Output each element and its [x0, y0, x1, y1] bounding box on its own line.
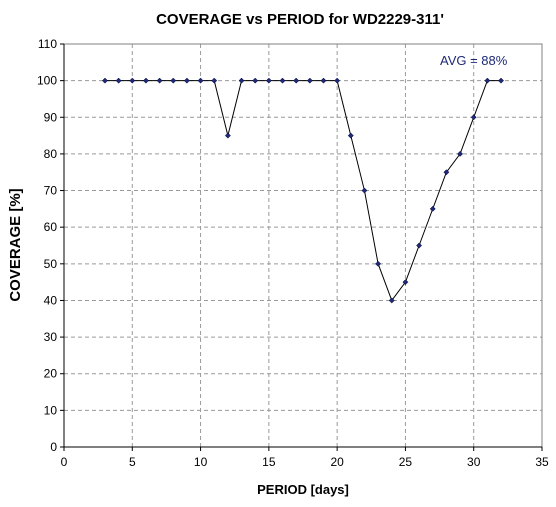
y-tick-labels: 0 10 20 30 40 50 60 70 80 90 100 110 [37, 37, 57, 454]
x-tick-labels: 0 5 10 15 20 25 30 35 [61, 455, 549, 469]
x-tick-label: 25 [399, 455, 413, 469]
y-tick-label: 60 [44, 220, 58, 234]
data-point [388, 297, 395, 304]
axes [60, 43, 543, 451]
data-point [115, 77, 122, 84]
data-point [347, 132, 354, 139]
y-tick-label: 90 [44, 110, 58, 124]
series-layer [102, 77, 504, 304]
data-point [156, 77, 163, 84]
data-point [238, 77, 245, 84]
y-tick-label: 20 [44, 367, 58, 381]
data-point [498, 77, 504, 84]
data-point [470, 114, 477, 121]
data-point [170, 77, 177, 84]
x-tick-label: 10 [194, 455, 208, 469]
x-axis-title: PERIOD [days] [257, 482, 349, 497]
data-point [320, 77, 327, 84]
average-annotation: AVG = 88% [440, 53, 508, 68]
data-point [224, 132, 231, 139]
data-point [142, 77, 149, 84]
y-axis-title: COVERAGE [%] [7, 188, 24, 301]
y-tick-label: 10 [44, 403, 58, 417]
data-point [375, 260, 382, 267]
data-point [416, 242, 423, 249]
data-point [279, 77, 286, 84]
data-point [306, 77, 313, 84]
y-tick-label: 30 [44, 330, 58, 344]
data-point [443, 169, 450, 176]
x-tick-label: 5 [129, 455, 136, 469]
data-point [197, 77, 204, 84]
data-point [102, 77, 108, 84]
y-tick-label: 80 [44, 147, 58, 161]
x-tick-label: 20 [330, 455, 344, 469]
data-point [293, 77, 300, 84]
data-point [265, 77, 272, 84]
y-tick-label: 50 [44, 257, 58, 271]
data-point [183, 77, 190, 84]
data-point [129, 77, 136, 84]
data-point [457, 150, 464, 157]
y-tick-label: 70 [44, 184, 58, 198]
x-tick-label: 30 [467, 455, 481, 469]
data-point [252, 77, 259, 84]
y-tick-label: 110 [38, 37, 57, 51]
y-tick-label: 100 [37, 74, 57, 88]
x-tick-label: 0 [61, 455, 68, 469]
data-point [334, 77, 341, 84]
y-tick-label: 40 [44, 293, 58, 307]
x-tick-label: 15 [262, 455, 276, 469]
chart-title: COVERAGE vs PERIOD for WD2229-311' [156, 11, 444, 28]
y-tick-label: 0 [50, 440, 57, 454]
x-tick-label: 35 [535, 455, 549, 469]
data-point [429, 205, 436, 212]
data-point [402, 279, 409, 286]
data-point [211, 77, 218, 84]
data-point [484, 77, 491, 84]
data-point [361, 187, 368, 194]
